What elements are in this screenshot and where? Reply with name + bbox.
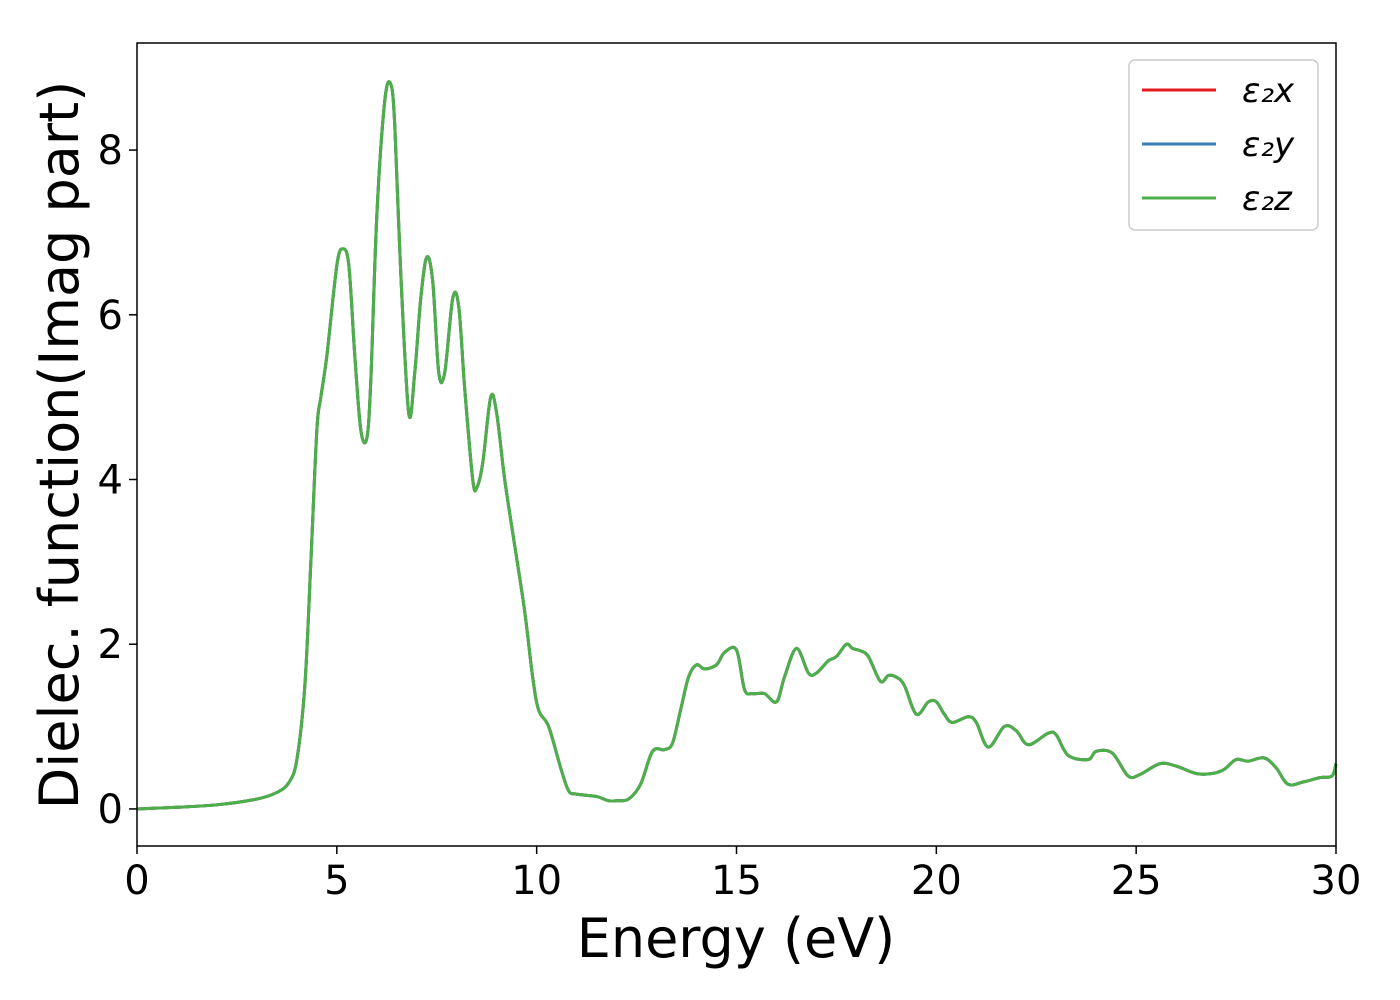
x-tick-label: 15 xyxy=(711,858,762,904)
series-line-3 xyxy=(136,80,1338,811)
legend-label-1: ε₂x xyxy=(1242,71,1295,111)
y-tick-label: 4 xyxy=(98,458,123,504)
legend-label-3: ε₂z xyxy=(1242,179,1293,219)
plot-lines xyxy=(136,80,1338,811)
x-tick-label: 20 xyxy=(911,858,962,904)
x-tick-label: 30 xyxy=(1311,858,1362,904)
y-tick-label: 2 xyxy=(98,622,123,668)
legend-label-2: ε₂y xyxy=(1242,125,1295,165)
x-tick-label: 0 xyxy=(124,858,149,904)
x-axis-title: Energy (eV) xyxy=(577,907,896,970)
x-axis-ticks: 0 5 10 15 20 25 30 xyxy=(124,846,1361,904)
legend: ε₂x ε₂y ε₂z xyxy=(1128,59,1319,231)
legend-box xyxy=(1128,59,1319,231)
x-tick-label: 10 xyxy=(511,858,562,904)
y-tick-label: 6 xyxy=(98,293,123,339)
y-axis-ticks: 0 2 4 6 8 xyxy=(98,128,137,833)
y-tick-label: 8 xyxy=(98,128,123,174)
x-tick-label: 25 xyxy=(1111,858,1162,904)
y-axis-title: Dielec. function(Imag part) xyxy=(28,81,91,810)
x-tick-label: 5 xyxy=(324,858,349,904)
y-tick-label: 0 xyxy=(98,787,123,833)
